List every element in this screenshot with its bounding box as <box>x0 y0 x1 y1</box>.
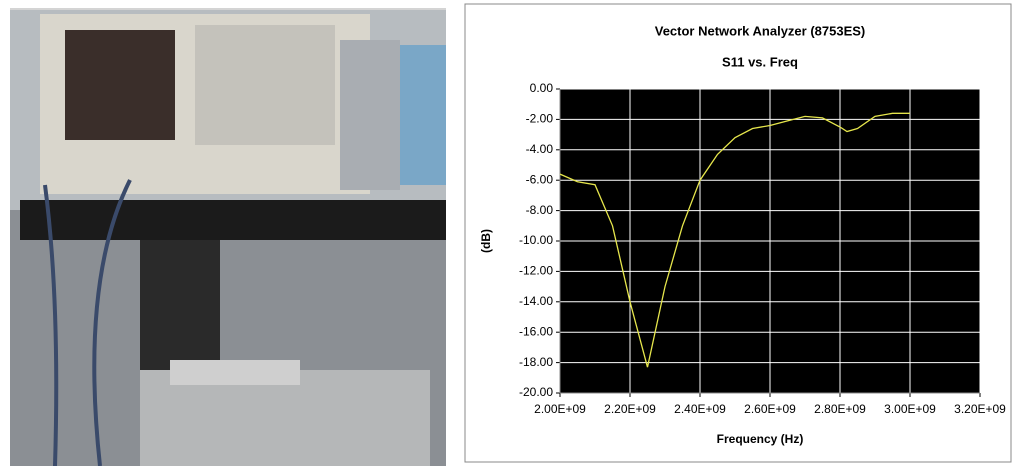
shelf <box>20 200 446 240</box>
y-tick-label: -2.00 <box>526 112 554 126</box>
plot: 0.00 -2.00 -4.00 -6.00 -8.00 -10.00 -12.00 -14.… <box>519 81 1006 416</box>
lab-photo <box>10 8 446 466</box>
x-tick-label: 2.80E+09 <box>814 402 866 416</box>
x-tick-label: 3.20E+09 <box>954 402 1006 416</box>
analyzer-screen <box>65 30 175 140</box>
dut <box>170 360 300 385</box>
y-tick-label: -8.00 <box>526 203 554 217</box>
y-tick-label: -16.00 <box>519 324 553 338</box>
y-tick-label: -20.00 <box>519 385 553 399</box>
stand <box>140 240 220 380</box>
keypad <box>195 25 335 145</box>
y-tick-label: -18.00 <box>519 355 553 369</box>
cable <box>92 179 132 466</box>
second-instrument <box>400 45 446 185</box>
series-line <box>559 112 910 368</box>
chart-title: Vector Network Analyzer (8753ES) <box>655 23 866 38</box>
power-supply <box>140 370 430 466</box>
x-tick-label: 2.20E+09 <box>604 402 656 416</box>
y-tick-label: -10.00 <box>519 233 553 247</box>
x-tick-label: 2.40E+09 <box>674 402 726 416</box>
x-tick-label: 2.60E+09 <box>744 402 796 416</box>
x-tick-label: 2.00E+09 <box>534 402 586 416</box>
cable <box>43 184 59 466</box>
y-tick-label: -14.00 <box>519 294 553 308</box>
y-tick-label: -12.00 <box>519 264 553 278</box>
chart-subtitle: S11 vs. Freq <box>722 54 798 69</box>
y-tick-label: -4.00 <box>526 142 554 156</box>
x-axis-label: Frequency (Hz) <box>717 432 804 446</box>
y-tick-label: -6.00 <box>526 172 554 186</box>
x-tick-label: 3.00E+09 <box>884 402 936 416</box>
y-tick-label: 0.00 <box>530 81 554 95</box>
y-axis-label: (dB) <box>479 229 493 253</box>
side-panel <box>340 40 400 190</box>
